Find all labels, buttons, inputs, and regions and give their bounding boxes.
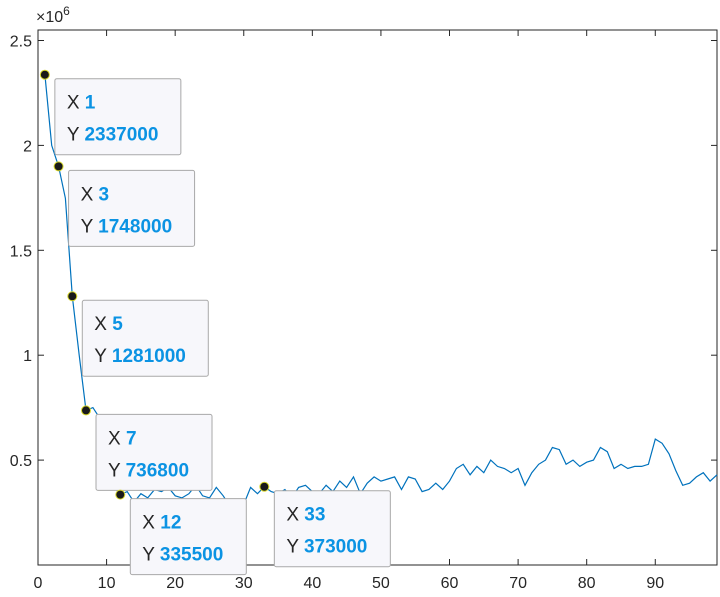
datatip-y-key: Y [81,216,99,237]
y-exponent-label: ×106 [36,4,70,26]
datatip-y-line: Y 335500 [142,545,223,566]
datatip-x-value: 5 [112,314,123,335]
y-tick-label: 1.5 [10,243,32,260]
datatip[interactable]: X 33Y 373000 [259,481,391,568]
datatip-x-value: 33 [304,505,325,526]
x-tick-label: 0 [34,575,43,592]
x-tick-label: 30 [235,575,253,592]
x-tick-label: 20 [166,575,184,592]
datatip-box [273,490,391,568]
datatip-x-line: X 3 [81,184,110,205]
datatip-x-line: X 1 [67,93,96,114]
datatip-y-key: Y [67,125,85,146]
datatip-x-key: X [94,314,112,335]
x-tick-label: 60 [441,575,459,592]
y-tick-label: 2 [23,138,32,155]
datatip-x-value: 12 [160,513,181,534]
datatip-marker[interactable] [81,405,92,416]
datatip-x-key: X [108,428,126,449]
datatip-y-value: 1748000 [98,216,172,237]
datatip-y-line: Y 1748000 [81,216,173,237]
datatip-y-line: Y 373000 [286,537,367,558]
datatip-x-line: X 5 [94,314,123,335]
datatip-x-value: 1 [85,93,96,114]
datatip-marker[interactable] [53,161,64,172]
x-tick-label: 40 [303,575,321,592]
datatip-marker[interactable] [67,291,78,302]
datatip-box [68,169,196,247]
x-tick-label: 70 [509,575,527,592]
datatip-x-line: X 7 [108,428,137,449]
datatip-y-key: Y [94,346,112,367]
datatip-marker[interactable] [115,489,126,500]
datatip-y-value: 2337000 [84,125,158,146]
datatip-x-value: 7 [126,428,137,449]
datatip-y-value: 1281000 [112,346,186,367]
datatip-y-line: Y 736800 [108,460,189,481]
x-tick-label: 50 [372,575,390,592]
datatip-y-key: Y [108,460,126,481]
y-tick-label: 0.5 [10,453,32,470]
datatip-box [81,299,209,377]
datatip-y-value: 373000 [304,537,367,558]
datatip-x-key: X [67,93,85,114]
datatip-marker[interactable] [39,69,50,80]
y-exponent-power: 6 [63,4,70,18]
datatip[interactable]: X 3Y 1748000 [53,161,196,247]
datatip-x-key: X [286,505,304,526]
datatip[interactable]: X 7Y 736800 [81,405,213,491]
datatip-y-key: Y [286,537,304,558]
datatip-box [129,498,247,576]
x-tick-label: 90 [646,575,664,592]
datatip-x-value: 3 [99,184,110,205]
x-tick-label: 80 [578,575,596,592]
x-tick-label: 10 [98,575,116,592]
datatip-y-line: Y 1281000 [94,346,186,367]
y-tick-label: 1 [23,348,32,365]
datatip[interactable]: X 1Y 2337000 [39,69,182,156]
datatip-y-value: 736800 [126,460,189,481]
datatip[interactable]: X 12Y 335500 [115,489,247,576]
datatip-x-line: X 12 [142,513,181,534]
datatip-x-key: X [81,184,99,205]
datatip-y-line: Y 2337000 [67,125,159,146]
datatip-x-line: X 33 [286,505,325,526]
datatip[interactable]: X 5Y 1281000 [67,291,209,377]
datatip-y-value: 335500 [160,545,223,566]
datatip-box [95,413,213,491]
datatip-marker[interactable] [259,481,270,492]
y-tick-label: 2.5 [10,33,32,50]
datatip-x-key: X [142,513,160,534]
datatip-box [54,78,182,156]
datatip-y-key: Y [142,545,160,566]
